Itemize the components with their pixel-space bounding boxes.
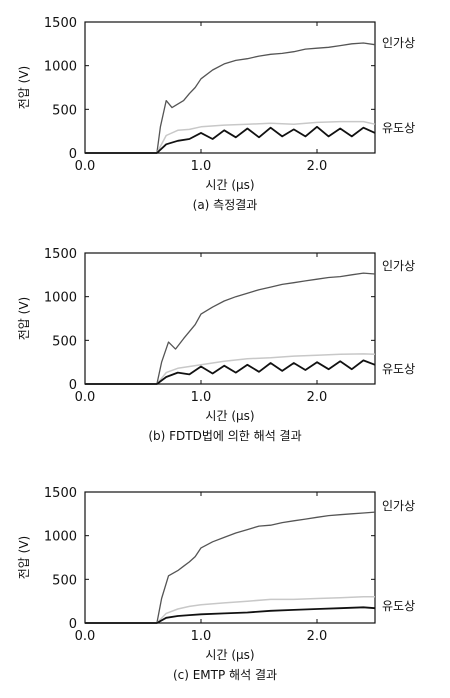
x-tick-label: 0.0 <box>75 629 96 644</box>
y-axis-label: 전압 (V) <box>17 536 31 579</box>
y-tick-label: 500 <box>52 334 77 349</box>
y-tick-label: 1500 <box>44 16 77 31</box>
x-axis-label: 시간 (μs) <box>205 409 254 423</box>
y-axis-label: 전압 (V) <box>17 66 31 109</box>
series-line-induced-phase <box>85 606 376 624</box>
y-tick-label: 1500 <box>44 247 77 262</box>
x-tick-label: 1.0 <box>191 629 212 644</box>
chart-caption: (c) EMTP 해석 결과 <box>173 668 277 682</box>
plot-frame <box>84 252 376 385</box>
series-line-applied-phase <box>85 272 376 385</box>
chart-panel: 0.0 1.0 2.0 0 500 1000 1500 전압 (V) 시간 (μs) (a) 측정… <box>17 16 415 212</box>
x-tick-label: 1.0 <box>191 390 212 405</box>
series-label-applied-phase: 인가상 <box>382 259 415 273</box>
series-line-light <box>85 596 375 624</box>
plot-frame <box>84 21 376 154</box>
y-tick-label: 500 <box>52 103 77 118</box>
series-label-induced-phase: 유도상 <box>382 599 415 613</box>
x-tick-label: 1.0 <box>191 159 212 174</box>
plot-frame <box>84 491 376 624</box>
y-tick-label: 1000 <box>44 530 77 545</box>
series-line-light <box>85 353 376 385</box>
series-line-applied-phase <box>85 42 376 154</box>
chart-panel: 0.0 1.0 2.0 0 500 1000 1500 전압 (V) 시간 (μs) (b) FD… <box>17 247 415 443</box>
chart-panel: 0.0 1.0 2.0 0 500 1000 1500 전압 (V) 시간 (μs) (c) EM… <box>17 486 415 682</box>
chart-caption: (b) FDTD법에 의한 해석 결과 <box>148 429 301 443</box>
series-label-induced-phase: 유도상 <box>382 121 415 135</box>
x-tick-label: 0.0 <box>75 159 96 174</box>
x-axis-label: 시간 (μs) <box>205 178 254 192</box>
y-axis-label: 전압 (V) <box>17 297 31 340</box>
x-tick-label: 2.0 <box>307 159 328 174</box>
x-tick-label: 2.0 <box>307 390 328 405</box>
chart-caption: (a) 측정결과 <box>193 198 258 212</box>
series-line-induced-phase <box>85 359 376 385</box>
x-tick-label: 0.0 <box>75 390 96 405</box>
y-tick-label: 0 <box>69 378 77 393</box>
x-axis-label: 시간 (μs) <box>205 648 254 662</box>
series-label-applied-phase: 인가상 <box>382 499 415 513</box>
series-label-induced-phase: 유도상 <box>382 362 415 376</box>
series-line-induced-phase <box>85 125 376 154</box>
y-tick-label: 1000 <box>44 291 77 306</box>
series-line-applied-phase <box>85 511 376 624</box>
y-tick-label: 500 <box>52 573 77 588</box>
series-label-applied-phase: 인가상 <box>382 36 415 50</box>
y-tick-label: 1500 <box>44 486 77 501</box>
x-tick-label: 2.0 <box>307 629 328 644</box>
y-tick-label: 0 <box>69 147 77 162</box>
y-tick-label: 1000 <box>44 60 77 75</box>
series-line-light <box>85 120 376 154</box>
y-tick-label: 0 <box>69 617 77 632</box>
